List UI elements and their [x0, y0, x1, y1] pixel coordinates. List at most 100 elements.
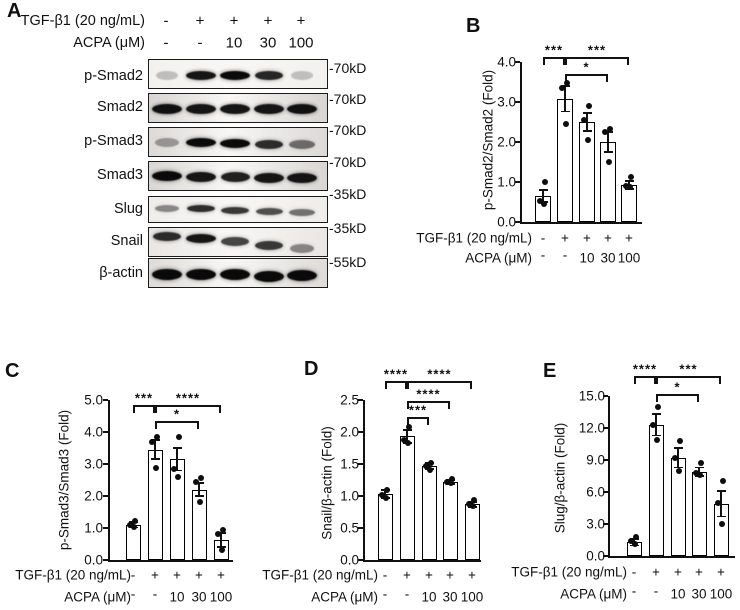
sig-bracket-cap [153, 405, 155, 413]
protein-band [290, 70, 314, 80]
group-condition-value: - [540, 230, 546, 246]
scatter-dot [654, 436, 660, 443]
treatment-row-label: TGF-β1 (20 ng/mL) [262, 567, 378, 583]
y-tick-mark [603, 523, 608, 525]
scatter-dot [564, 80, 570, 87]
protein-band [221, 236, 249, 246]
scatter-dot [698, 460, 704, 467]
error-bar-cap [582, 130, 592, 132]
y-tick-label: 9.0 [586, 452, 605, 468]
acpa-row-label: ACPA (μM) [64, 589, 131, 605]
significance-stars: **** [632, 361, 658, 377]
y-tick-label: 0.5 [340, 520, 359, 536]
group-condition-value: - [540, 247, 546, 263]
scatter-dot [427, 467, 433, 474]
y-tick-mark [103, 399, 108, 401]
y-tick-label: 2.0 [497, 134, 516, 150]
y-axis-title: Slug/β-actin (Fold) [552, 422, 568, 534]
scatter-dot [655, 403, 661, 410]
treatment-row-label: TGF-β1 (20 ng/mL) [20, 12, 145, 29]
significance-stars: *** [408, 402, 428, 418]
protein-band [255, 240, 283, 250]
treatment-row-label: TGF-β1 (20 ng/mL) [416, 230, 532, 246]
y-tick-label: 3.0 [84, 456, 103, 472]
molecular-weight-marker: -35kD [329, 220, 367, 236]
protein-band [152, 171, 182, 181]
molecular-weight-marker: -35kD [329, 186, 367, 202]
sig-bracket-cap [427, 417, 429, 425]
sig-bracket-cap [565, 74, 567, 82]
bar [377, 494, 393, 560]
error-bar [198, 483, 200, 496]
error-bar-cap [560, 85, 570, 87]
scatter-dot [171, 465, 177, 472]
error-bar-cap [603, 131, 613, 133]
group-condition-value: - [152, 586, 158, 602]
error-bar-cap [673, 447, 683, 450]
protein-band [186, 268, 216, 280]
bar [125, 524, 141, 560]
significance-stars: **** [175, 390, 201, 406]
panel-label-b: B [466, 15, 481, 37]
group-condition-value: + [561, 230, 569, 246]
scatter-dot [219, 547, 225, 554]
protein-band [287, 104, 317, 114]
protein-band [254, 104, 284, 114]
protein-band [186, 104, 216, 114]
scatter-dot [606, 159, 612, 165]
blot-target-label: p-Smad2 [84, 67, 143, 84]
y-axis-line [363, 400, 365, 562]
sig-bracket-cap [219, 405, 221, 413]
error-bar-cap [716, 490, 726, 492]
group-condition-value: + [625, 230, 633, 246]
sig-bracket-line [407, 417, 429, 419]
y-tick-label: 1.0 [497, 174, 516, 190]
sig-bracket-line [565, 74, 608, 76]
x-axis-line [108, 560, 233, 562]
protein-band [155, 137, 179, 147]
molecular-weight-marker: -70kD [329, 154, 367, 170]
y-tick-label: 4.0 [84, 424, 103, 440]
blot-target-label: Smad2 [97, 98, 143, 115]
sig-bracket-line [543, 57, 565, 59]
lane-2-condition: + [195, 12, 205, 30]
protein-band [154, 205, 180, 212]
group-condition-value: - [382, 567, 388, 583]
protein-band [287, 173, 317, 183]
sig-bracket-cap [656, 394, 658, 402]
scatter-dot [153, 465, 159, 472]
scatter-dot [149, 438, 155, 445]
sig-bracket-cap [155, 405, 157, 413]
protein-band [220, 138, 250, 148]
blot-strip [148, 161, 328, 191]
protein-band [254, 70, 284, 80]
scatter-dot [132, 517, 138, 524]
significance-stars: **** [427, 366, 452, 382]
scatter-dot [193, 478, 199, 485]
y-tick-mark [603, 427, 608, 429]
group-condition-value: + [604, 230, 612, 246]
group-condition-value: + [446, 567, 454, 583]
significance-stars: *** [544, 42, 564, 58]
y-tick-mark [358, 527, 363, 529]
scatter-dot [406, 423, 412, 430]
group-condition-value: + [217, 567, 225, 583]
error-bar-cap [582, 112, 592, 114]
blot-target-label: Smad3 [97, 166, 143, 183]
group-condition-value: - [631, 583, 637, 599]
x-axis-line [363, 560, 481, 562]
blot-strip [148, 227, 328, 257]
sig-bracket-cap [719, 376, 721, 384]
y-tick-mark [358, 463, 363, 465]
sig-bracket-cap [470, 381, 472, 389]
lane-3-condition: 10 [225, 34, 243, 52]
sig-bracket-cap [634, 376, 636, 384]
y-tick-label: 1.5 [340, 456, 359, 472]
scatter-dot [537, 198, 543, 205]
significance-stars: *** [679, 361, 698, 377]
protein-band [220, 268, 250, 280]
protein-band [254, 173, 284, 183]
lane-1-condition: - [163, 34, 169, 52]
protein-band [221, 207, 249, 214]
